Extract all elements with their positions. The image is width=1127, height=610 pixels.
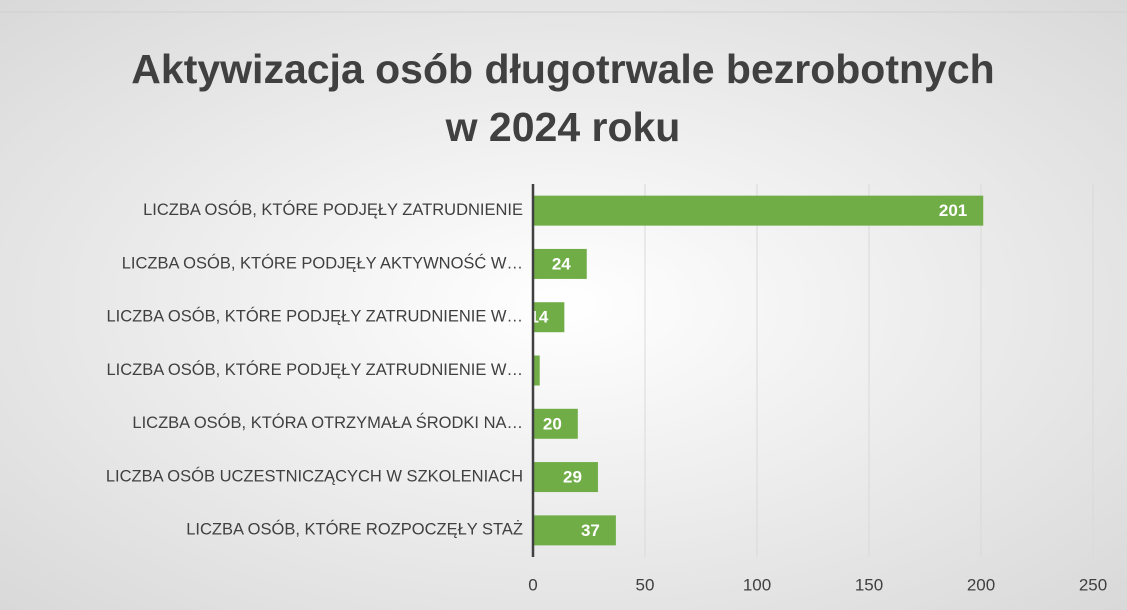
bar	[533, 248, 587, 279]
value-label: 20	[543, 414, 562, 433]
value-label: 29	[563, 468, 582, 487]
bar	[533, 408, 578, 439]
bar	[533, 462, 598, 493]
value-label: 24	[552, 254, 571, 273]
y-tick-label: LICZBA OSÓB, KTÓRE ROZPOCZĘŁY STAŻ	[186, 520, 523, 539]
chart-title: w 2024 roku	[445, 104, 681, 150]
x-tick-label: 0	[528, 575, 537, 594]
y-tick-label: LICZBA OSÓB, KTÓRA OTRZYMAŁA ŚRODKI NA…	[132, 413, 523, 432]
value-label: 14	[529, 308, 548, 327]
bar	[533, 302, 565, 333]
chart-title: Aktywizacja osób długotrwale bezrobotnyc…	[131, 46, 994, 92]
y-tick-label: LICZBA OSÓB, KTÓRE PODJĘŁY ZATRUDNIENIE …	[106, 307, 523, 326]
x-tick-label: 100	[743, 575, 771, 594]
x-tick-label: 200	[967, 575, 995, 594]
x-tick-label: 150	[855, 575, 883, 594]
y-tick-label: LICZBA OSÓB, KTÓRE PODJĘŁY ZATRUDNIENIE	[143, 200, 523, 219]
x-tick-label: 50	[636, 575, 655, 594]
value-label: 201	[939, 201, 967, 220]
bar	[533, 355, 540, 386]
value-label: 37	[581, 521, 600, 540]
y-tick-label: LICZBA OSÓB, KTÓRE PODJĘŁY ZATRUDNIENIE …	[106, 360, 523, 379]
bar	[533, 515, 616, 546]
y-tick-label: LICZBA OSÓB, KTÓRE PODJĘŁY AKTYWNOŚĆ W…	[122, 253, 523, 272]
bar	[533, 195, 984, 226]
x-tick-label: 250	[1079, 575, 1107, 594]
y-tick-label: LICZBA OSÓB UCZESTNICZĄCYCH W SZKOLENIAC…	[106, 466, 523, 485]
